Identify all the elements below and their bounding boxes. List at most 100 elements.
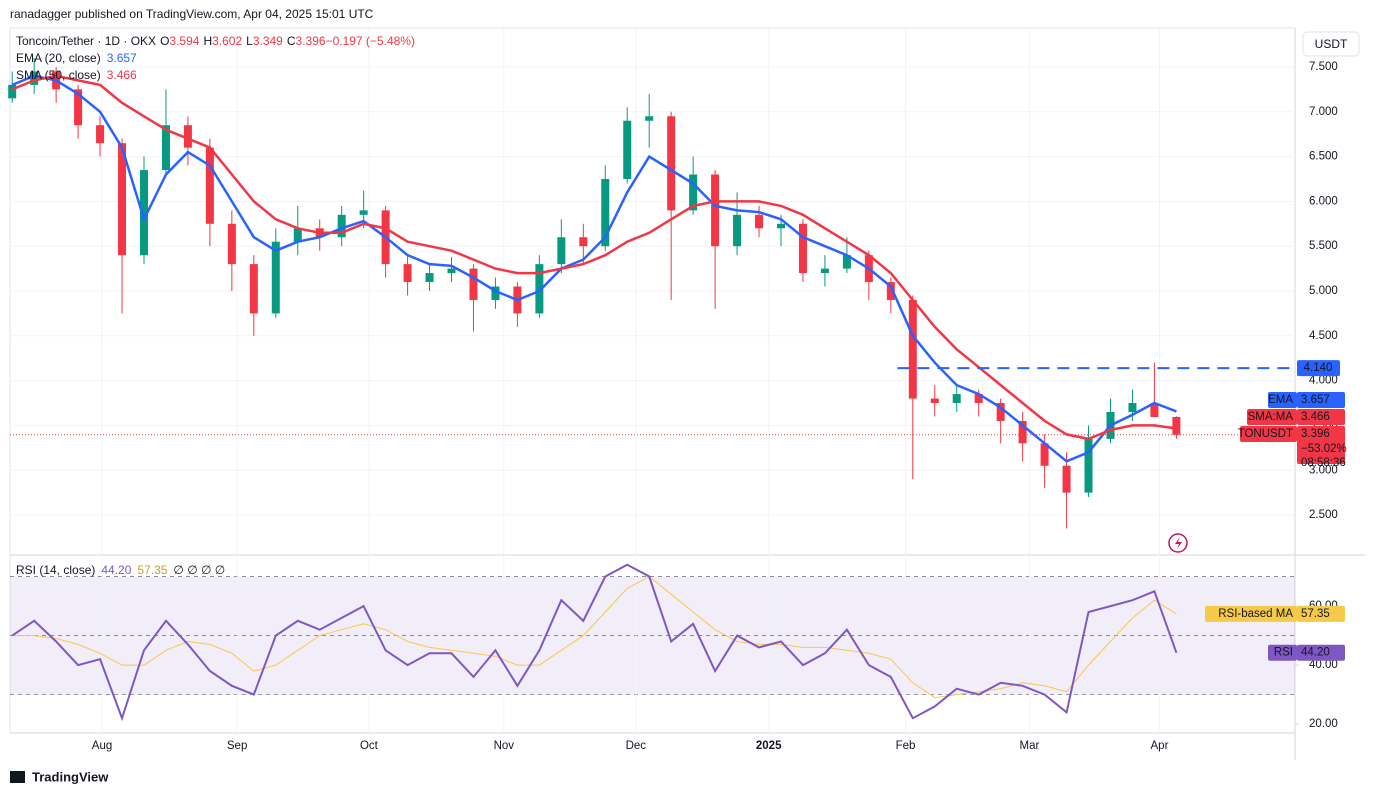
y-tick-label: 7.000 xyxy=(1309,106,1338,118)
tag-name: TONUSDT xyxy=(1238,428,1293,440)
candle-body xyxy=(337,214,346,238)
tag-value: 3.396 xyxy=(1301,428,1330,440)
candle-body xyxy=(996,403,1005,421)
tag-value: 57.35 xyxy=(1301,608,1330,620)
legend-item: 3.466 xyxy=(107,68,137,82)
candle-body xyxy=(886,282,895,300)
tag-value-box xyxy=(1297,409,1345,425)
legend-item: 3.396 xyxy=(296,34,326,48)
brand: TradingView xyxy=(32,769,109,784)
tag-value-box xyxy=(1297,605,1345,622)
candle-body xyxy=(1172,416,1181,435)
legend-item: SMA (50, close) xyxy=(16,68,101,82)
candle-body xyxy=(689,174,698,211)
candle-body xyxy=(557,237,566,265)
candle-body xyxy=(711,174,720,247)
candle-body xyxy=(161,125,170,171)
legend-item: L xyxy=(246,34,253,48)
candle-body xyxy=(1040,443,1049,466)
candle-body xyxy=(579,237,588,247)
candle-body xyxy=(271,241,280,314)
x-tick-label: Nov xyxy=(494,740,515,752)
candle-body xyxy=(623,120,632,179)
legend-item: C xyxy=(287,34,296,48)
x-tick-label: Sep xyxy=(227,740,247,752)
candle-body xyxy=(227,223,236,265)
candle-body xyxy=(425,273,434,283)
legend: Toncoin/Tether · 1D · OKX O3.594 H3.602 L3.… xyxy=(16,34,415,48)
candle-body xyxy=(118,143,127,256)
legend-item: O xyxy=(160,34,169,48)
legend-item: 3.349 xyxy=(253,34,283,48)
x-tick-label: 2025 xyxy=(756,740,782,752)
alert-bolt xyxy=(1175,537,1182,549)
tag-value-box xyxy=(1297,644,1345,661)
x-tick-label: Apr xyxy=(1151,740,1169,752)
y-tick-label: 4.500 xyxy=(1309,330,1338,342)
candle-body xyxy=(1150,403,1159,417)
candle-body xyxy=(1018,420,1027,444)
tag-value-box xyxy=(1297,392,1345,408)
legend-item: EMA (20, close) xyxy=(16,51,101,65)
candle-body xyxy=(183,125,192,148)
tag-change: −53.02% xyxy=(1301,443,1347,455)
tag-name-box xyxy=(1205,605,1297,622)
currency: USDT xyxy=(1315,37,1348,51)
y-tick-label: 2.500 xyxy=(1309,509,1338,521)
tag-value: 3.657 xyxy=(1301,394,1330,406)
tag-name: RSI xyxy=(1274,647,1293,659)
legend-item: 3.657 xyxy=(107,51,137,65)
candle-body xyxy=(820,268,829,274)
candle-body xyxy=(952,394,961,404)
candle-body xyxy=(535,264,544,314)
tag-value: 44.20 xyxy=(1301,647,1330,659)
candle-body xyxy=(645,116,654,121)
y-tick-label: 3.000 xyxy=(1309,464,1338,476)
plot: Aug Sep Oct Nov Dec 2025 Feb Mar Apr 2.500 3.000 3.… xyxy=(8,28,1347,752)
tag-name: RSI-based MA xyxy=(1218,608,1293,620)
y-tick-label: 20.00 xyxy=(1309,718,1338,730)
x-tick-label: Mar xyxy=(1020,740,1040,752)
candle-body xyxy=(403,264,412,283)
candle-body xyxy=(908,299,917,399)
candle-body xyxy=(755,214,764,229)
candle-body xyxy=(30,71,39,85)
rsi-line xyxy=(11,563,1178,722)
legend-item: 44.20 xyxy=(101,563,131,577)
y-tick-label: 5.500 xyxy=(1309,240,1338,252)
legend-item: ∅ ∅ ∅ ∅ xyxy=(173,563,225,577)
x-tick-label: Oct xyxy=(360,740,379,752)
candle-body xyxy=(974,394,983,404)
tag-countdown: 08:58:36 xyxy=(1301,457,1346,469)
legend-item: 3.602 xyxy=(212,34,242,48)
candle-body xyxy=(798,223,807,274)
candle-body xyxy=(293,228,302,242)
candle-body xyxy=(491,286,500,300)
ma-line xyxy=(11,74,1177,463)
tag-name-box xyxy=(1268,392,1297,408)
x-tick-label: Dec xyxy=(626,740,647,752)
level-tag-label: 4.140 xyxy=(1304,362,1333,374)
ma-line xyxy=(11,74,1177,441)
legend-item: 3.594 xyxy=(169,34,199,48)
rsi-line xyxy=(12,575,1177,699)
candle-body xyxy=(249,264,258,314)
brand-logo xyxy=(10,771,25,783)
candle-body xyxy=(1084,438,1093,493)
alert-icon[interactable] xyxy=(1168,533,1188,553)
tag-name-box xyxy=(1240,426,1297,442)
legend-item: 57.35 xyxy=(137,563,167,577)
tag-name: SMA:MA xyxy=(1248,411,1294,423)
candle-body xyxy=(667,116,676,211)
y-tick-label: 7.500 xyxy=(1309,61,1338,73)
candle-body xyxy=(601,178,610,247)
tag-name: EMA xyxy=(1268,394,1293,406)
candle-body xyxy=(205,147,214,224)
publisher: ranadagger published on TradingView.com,… xyxy=(10,7,374,21)
currency-box[interactable] xyxy=(1302,31,1360,57)
y-tick-label: 5.000 xyxy=(1309,285,1338,297)
level-tag xyxy=(1297,360,1340,377)
candle-body xyxy=(777,223,785,229)
